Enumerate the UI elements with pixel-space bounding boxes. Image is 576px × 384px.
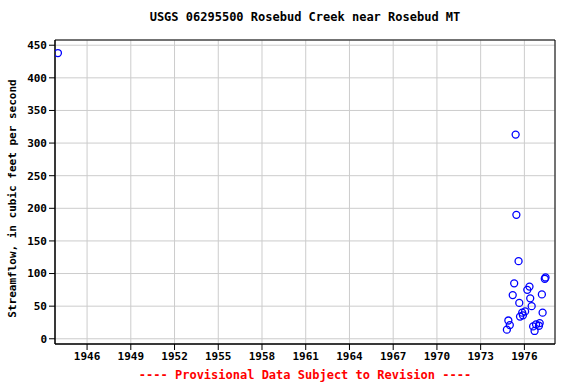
svg-text:50: 50 xyxy=(34,300,47,313)
svg-text:1976: 1976 xyxy=(511,350,538,363)
html-text:USGS 06295500 Rosebud Creek ne: USGS 06295500 Rosebud Creek near Rosebud… xyxy=(149,10,461,24)
svg-text:1964: 1964 xyxy=(336,350,363,363)
svg-text:450: 450 xyxy=(27,39,47,52)
svg-text:1967: 1967 xyxy=(380,350,407,363)
svg-text:300: 300 xyxy=(27,137,47,150)
svg-text:250: 250 xyxy=(27,170,47,183)
svg-text:1946: 1946 xyxy=(74,350,101,363)
svg-text:1952: 1952 xyxy=(161,350,188,363)
html-text:Streamflow, in cubic feet per: Streamflow, in cubic feet per second xyxy=(5,79,19,318)
svg-text:150: 150 xyxy=(27,235,47,248)
html-text:---- Provisional Data Subject: ---- Provisional Data Subject to Revisio… xyxy=(138,368,472,382)
svg-text:0: 0 xyxy=(40,333,47,346)
svg-text:1970: 1970 xyxy=(424,350,451,363)
svg-text:350: 350 xyxy=(27,104,47,117)
svg-text:1973: 1973 xyxy=(467,350,494,363)
svg-text:1958: 1958 xyxy=(249,350,276,363)
svg-text:1955: 1955 xyxy=(205,350,232,363)
svg-text:1949: 1949 xyxy=(118,350,145,363)
svg-text:200: 200 xyxy=(27,202,47,215)
svg-text:100: 100 xyxy=(27,267,47,280)
svg-text:400: 400 xyxy=(27,72,47,85)
svg-text:1961: 1961 xyxy=(292,350,319,363)
